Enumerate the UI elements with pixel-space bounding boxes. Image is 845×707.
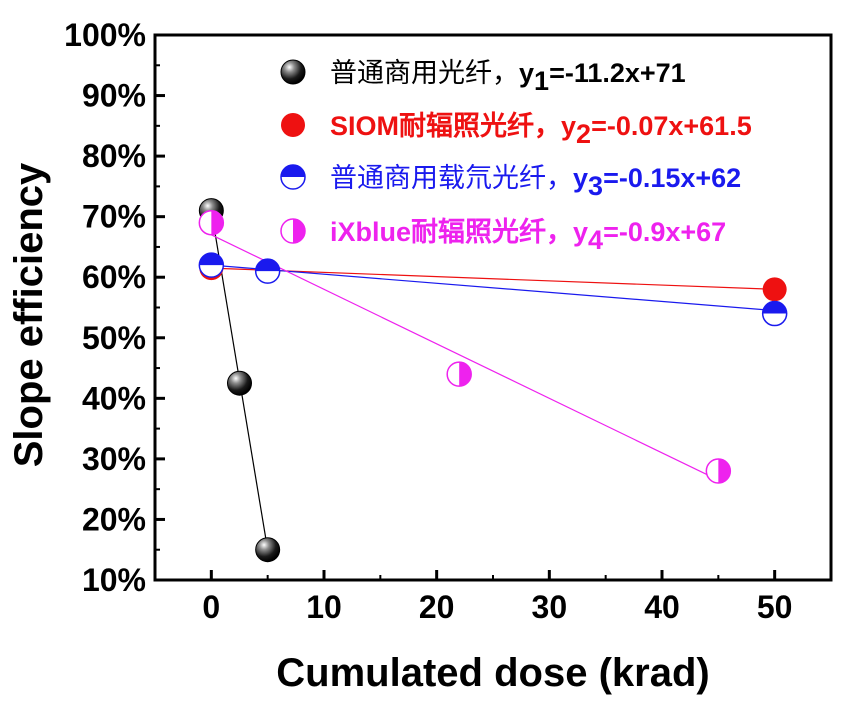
y-tick-label: 40% <box>82 380 146 416</box>
y-tick-label: 30% <box>82 441 146 477</box>
x-axis-title: Cumulated dose (krad) <box>276 651 709 695</box>
legend-marker-2 <box>281 113 305 137</box>
y-tick-label: 10% <box>82 562 146 598</box>
y-tick-label: 100% <box>64 17 146 53</box>
data-point-series-2 <box>762 277 787 302</box>
y-axis-title: Slope efficiency <box>7 162 51 467</box>
legend-marker-1 <box>280 59 306 85</box>
y-tick-label: 20% <box>82 501 146 537</box>
y-axis-ticks: 10% 20% 30% 40% 50% 60% 70% 80% 90% 100% <box>64 17 165 598</box>
legend-entry-3: 普通商用载氘光纤，y3=-0.15x+62 <box>330 163 741 201</box>
x-tick-label: 40 <box>644 589 680 625</box>
x-tick-label: 10 <box>306 589 342 625</box>
fit-line-series-4 <box>211 234 719 481</box>
legend-entry-2: SIOM耐辐照光纤，y2=-0.07x+61.5 <box>330 111 752 149</box>
legend: 普通商用光纤，y1=-11.2x+71 SIOM耐辐照光纤，y2=-0.07x+6… <box>280 58 752 255</box>
x-tick-label: 30 <box>532 589 568 625</box>
data-point-series-3 <box>254 258 281 284</box>
data-point-series-3 <box>198 252 225 278</box>
y-tick-label: 70% <box>82 199 146 235</box>
x-tick-label: 50 <box>757 589 793 625</box>
fit-line-series-3 <box>211 264 775 312</box>
data-points <box>198 198 788 563</box>
fit-line-series-2 <box>211 267 775 290</box>
data-point-series-4 <box>198 209 225 236</box>
x-tick-label: 20 <box>419 589 455 625</box>
x-axis-ticks: 0 10 20 30 40 50 <box>154 570 832 625</box>
fit-lines <box>210 210 775 550</box>
data-point-series-4 <box>705 458 732 484</box>
data-point-series-4 <box>446 361 472 387</box>
legend-marker-3 <box>280 164 306 190</box>
legend-entry-4: iXblue耐辐照光纤，y4=-0.9x+67 <box>330 217 726 255</box>
y-tick-label: 80% <box>82 138 146 174</box>
legend-entry-1: 普通商用光纤，y1=-11.2x+71 <box>330 58 686 96</box>
x-tick-label: 0 <box>202 589 220 625</box>
legend-marker-4 <box>280 218 306 244</box>
data-point-series-1 <box>255 537 281 563</box>
data-point-series-3 <box>761 300 788 327</box>
y-tick-label: 90% <box>82 78 146 114</box>
y-tick-label: 60% <box>82 259 146 295</box>
y-tick-label: 50% <box>82 320 146 356</box>
data-point-series-1 <box>227 370 252 396</box>
